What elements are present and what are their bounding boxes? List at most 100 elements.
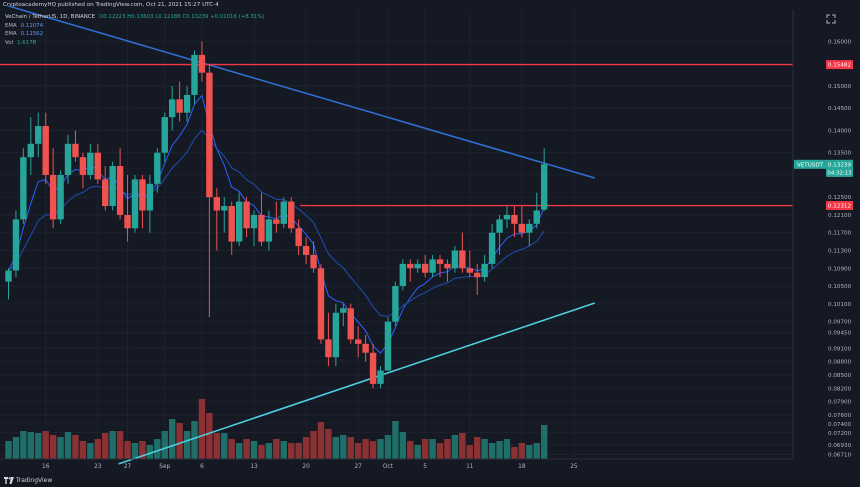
candle-body [384,321,392,371]
fullscreen-icon[interactable] [826,14,836,24]
candle-body [526,223,533,233]
volume-bar [481,439,488,459]
candle [87,143,94,180]
trendlines[interactable] [8,5,596,465]
price-tick-label: 0.07900 [828,400,852,406]
legend-ema1-value: 0.12074 [20,22,44,29]
candle-body [481,263,488,278]
volume-bar [94,439,101,459]
candle [161,112,168,162]
candle [139,174,146,229]
price-tick-label: 0.12100 [828,213,852,219]
legend-vol-value: 1.617B [17,39,37,46]
candle-body [35,126,42,144]
date-tick-label: 13 [250,464,258,470]
volume-bar [340,435,347,459]
volume-bar [392,421,399,459]
volume-bar [198,399,206,459]
candle-body [168,99,176,118]
volume-bar [20,431,27,459]
price-tick-label: 0.13500 [828,151,852,157]
candle [295,219,302,255]
candle-body [265,219,273,242]
price-axis[interactable]: 0.160000.155000.150000.145000.140000.135… [792,0,860,474]
candle [154,148,161,193]
candle [235,192,243,247]
legend-ema1-label: EMA [5,22,17,29]
candle-body [421,263,429,273]
candle-body [340,308,347,313]
candle-body [414,263,421,269]
countdown-label: 04:32:13 [827,170,851,176]
volume-bar [451,435,459,459]
candle-body [280,201,287,224]
volume-bar [213,433,221,459]
last-price-tag [826,159,853,177]
candle-body [87,152,94,175]
candle [206,63,213,318]
candle [540,148,548,211]
candle-body [533,210,540,224]
candle [302,237,310,264]
candle [436,254,444,278]
price-tick-label: 0.14500 [828,106,852,112]
legend-symbol: VeChain / TetherUS, 1D, BINANCE [5,14,95,20]
date-tick-label: 18 [518,464,526,470]
price-tick-label: 0.07600 [828,413,852,419]
date-tick-label: 5 [423,464,427,470]
candle-body [459,250,466,269]
legend-vol-label: Vol [5,39,14,46]
candle-body [436,259,444,264]
volume-bar [64,432,72,459]
candle-body [310,254,317,269]
candle [42,112,49,184]
candle [273,201,280,233]
candle-body [302,246,310,255]
resistance-price-label: 0.15482 [828,63,851,69]
candle [466,250,473,278]
volume-bar [49,435,57,459]
volume-bar [280,441,287,459]
candle-body [250,214,258,229]
candle [317,263,325,344]
candle [488,223,496,269]
last-price-label: 0.13239 [828,162,852,168]
volume-bar [399,432,407,459]
candle-body [407,263,414,269]
candle-body [392,286,399,322]
candle [5,268,12,300]
volume-bar [273,439,280,459]
volume-bar [116,431,124,459]
price-tick-label: 0.06710 [828,453,852,459]
volume-bar [526,445,533,459]
price-tick-label: 0.09450 [828,331,852,337]
candle [526,219,533,247]
price-tick-label: 0.10100 [828,302,852,308]
volume-bar [496,441,503,459]
candle-body [474,272,481,278]
candlestick-chart[interactable]: 0.160000.155000.150000.145000.140000.135… [0,0,860,474]
candle [228,201,235,255]
candle-body [258,214,265,242]
volume-bar [407,441,414,459]
candle-body [354,339,362,344]
candle [146,174,154,233]
candle [35,112,42,158]
candle [221,197,228,233]
volume-bar [295,443,302,459]
time-axis[interactable]: 16 23 27 Sep 6 13 20 27 Oct 5 11 18 25 [0,458,793,470]
candle-body [377,370,384,384]
candle-body [198,54,206,73]
candle-body [124,214,131,229]
candle-body [154,152,161,184]
candle-body [72,143,79,158]
date-tick-label: Oct [383,464,394,470]
candle-body [12,219,20,271]
candle [280,197,287,229]
publish-header: CryptoacademyHQ published on TradingView… [3,2,219,8]
volume-bar [146,445,154,459]
volume-bar [384,435,392,459]
candle-body [399,263,407,287]
volume-bar [235,443,243,459]
ascending-trendline [118,302,596,465]
